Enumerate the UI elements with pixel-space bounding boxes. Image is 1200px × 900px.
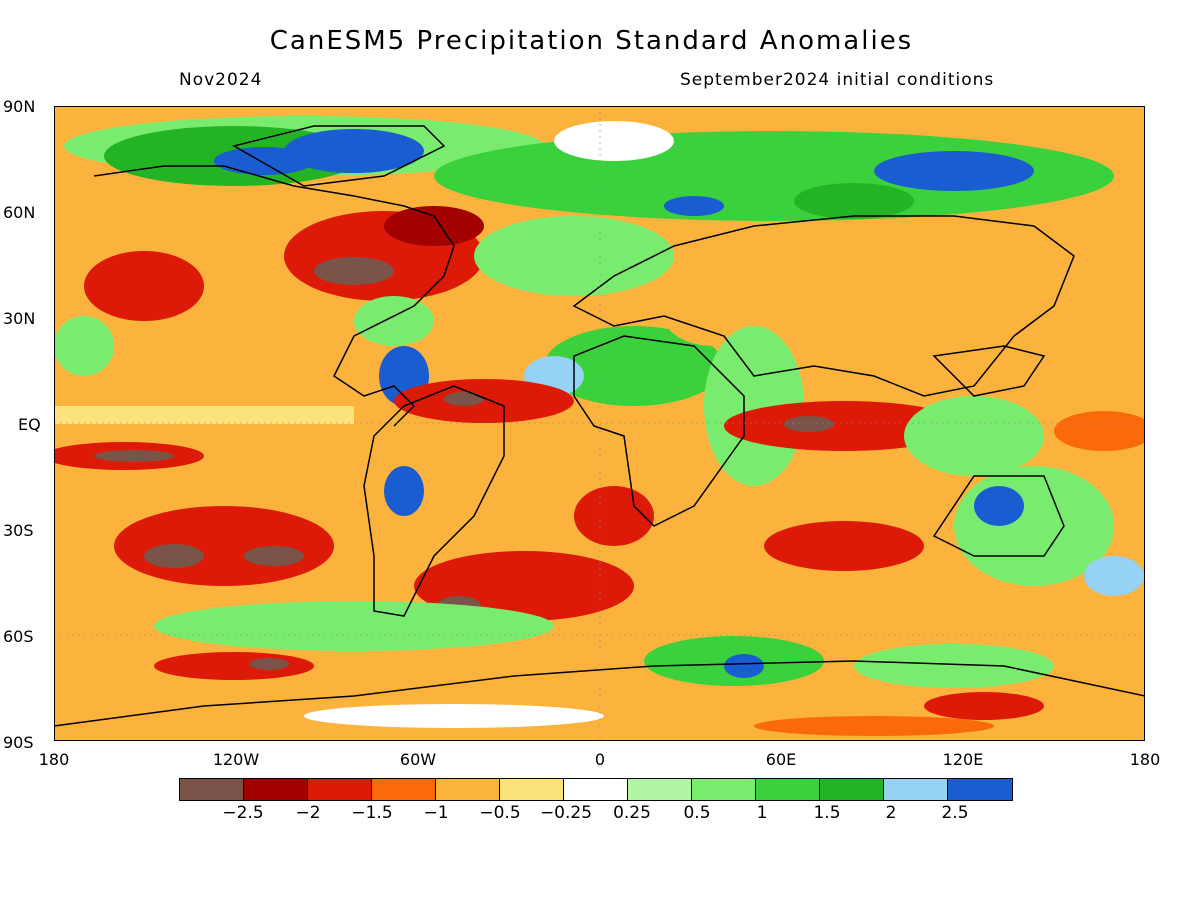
legend-swatch-4: [372, 779, 436, 800]
initial-conditions: September2024 initial conditions: [680, 70, 995, 90]
lon-label-60e: 60E: [765, 750, 797, 769]
legend-swatch-10: [756, 779, 820, 800]
legend-label: −0.25: [539, 803, 593, 823]
lat-label-30n: 30N: [3, 309, 36, 328]
antarctic-anomalies: [54, 636, 1145, 741]
legend-swatch-3: [308, 779, 372, 800]
legend-label: 2: [885, 803, 897, 823]
legend-label: 0.5: [683, 803, 711, 823]
legend-swatch-13: [948, 779, 1012, 800]
legend-swatch-8: [628, 779, 692, 800]
lat-label-30s: 30S: [3, 521, 34, 540]
legend-label: 1.5: [813, 803, 841, 823]
lat-label-60s: 60S: [3, 627, 34, 646]
lat-label-eq: EQ: [18, 415, 41, 434]
legend-label: −0.5: [479, 803, 521, 823]
lon-label-120e: 120E: [942, 750, 984, 769]
lon-label-120w: 120W: [212, 750, 260, 769]
forecast-month: Nov2024: [179, 70, 263, 90]
legend-label: 0.25: [613, 803, 651, 823]
legend-label: −1: [423, 803, 449, 823]
lon-label-0: 0: [594, 750, 606, 769]
legend-swatch-7: [564, 779, 628, 800]
lat-label-60n: 60N: [3, 203, 36, 222]
lat-label-90n: 90N: [3, 97, 36, 116]
color-legend: [179, 778, 1013, 801]
coastlines: [54, 125, 1145, 727]
southern-anomalies: [114, 466, 1144, 651]
legend-swatch-2: [244, 779, 308, 800]
map-title: CanESM5 Precipitation Standard Anomalies: [269, 26, 914, 56]
north-america-anomalies: [54, 206, 484, 406]
lon-label-180e: 180: [1129, 750, 1161, 769]
lat-label-90s: 90S: [3, 733, 34, 752]
legend-swatch-5: [436, 779, 500, 800]
legend-label: 2.5: [941, 803, 969, 823]
legend-label: −2.5: [222, 803, 264, 823]
arctic-anomalies: [64, 116, 1114, 221]
lon-label-180w: 180: [38, 750, 70, 769]
anomaly-field: [54, 106, 1145, 741]
lon-label-60w: 60W: [399, 750, 437, 769]
legend-swatch-9: [692, 779, 756, 800]
legend-label: 1: [756, 803, 768, 823]
equatorial-anomalies: [54, 379, 1145, 476]
legend-swatch-12: [884, 779, 948, 800]
anomaly-map: [54, 106, 1145, 741]
legend-swatch-1: [180, 779, 244, 800]
legend-swatch-6: [500, 779, 564, 800]
legend-swatch-11: [820, 779, 884, 800]
gridlines: [54, 106, 1145, 741]
legend-label: −2: [295, 803, 321, 823]
legend-label: −1.5: [351, 803, 393, 823]
